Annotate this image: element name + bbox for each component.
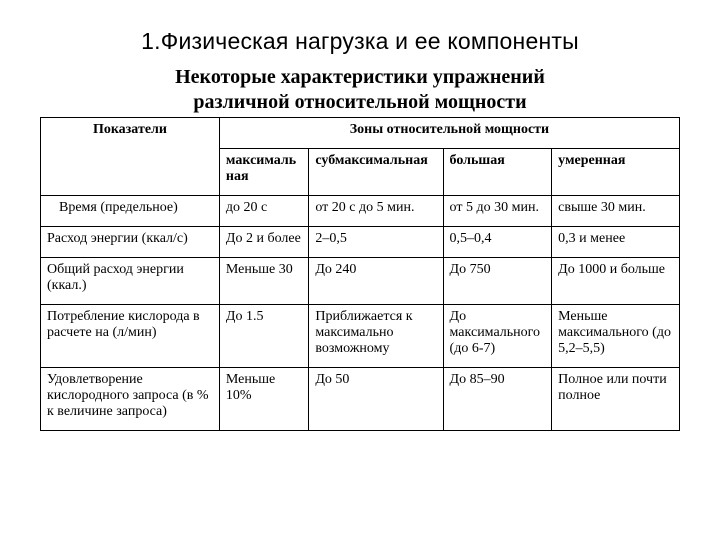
cell: До 1.5 — [219, 305, 308, 368]
row-label: Удовлетворение кислородного запроса (в %… — [41, 368, 220, 431]
cell: До 240 — [309, 258, 443, 305]
header-moderate: умеренная — [552, 149, 680, 196]
table-row: Расход энергии (ккал/с) До 2 и более 2–0… — [41, 227, 680, 258]
header-max: максимальная — [219, 149, 308, 196]
cell: от 5 до 30 мин. — [443, 196, 552, 227]
header-zones: Зоны относительной мощности — [219, 118, 679, 149]
row-label: Расход энергии (ккал/с) — [41, 227, 220, 258]
table-row: Удовлетворение кислородного запроса (в %… — [41, 368, 680, 431]
row-label: Потребление кислорода в расчете на (л/ми… — [41, 305, 220, 368]
cell: Меньше максимального (до 5,2–5,5) — [552, 305, 680, 368]
header-big: большая — [443, 149, 552, 196]
table-header-row-1: Показатели Зоны относительной мощности — [41, 118, 680, 149]
characteristics-table: Показатели Зоны относительной мощности м… — [40, 117, 680, 431]
cell: 0,5–0,4 — [443, 227, 552, 258]
subtitle-line-1: Некоторые характеристики упражнений — [175, 66, 545, 88]
cell: До 85–90 — [443, 368, 552, 431]
cell: До 50 — [309, 368, 443, 431]
table-row: Время (предельное) до 20 с от 20 с до 5 … — [41, 196, 680, 227]
cell: 2–0,5 — [309, 227, 443, 258]
cell: свыше 30 мин. — [552, 196, 680, 227]
cell: Меньше 30 — [219, 258, 308, 305]
cell: До максимального (до 6-7) — [443, 305, 552, 368]
cell: До 2 и более — [219, 227, 308, 258]
cell: Меньше 10% — [219, 368, 308, 431]
row-label: Общий расход энергии (ккал.) — [41, 258, 220, 305]
header-indicators: Показатели — [41, 118, 220, 196]
cell: от 20 с до 5 мин. — [309, 196, 443, 227]
table-row: Общий расход энергии (ккал.) Меньше 30 Д… — [41, 258, 680, 305]
row-label: Время (предельное) — [41, 196, 220, 227]
cell: До 750 — [443, 258, 552, 305]
slide-title: 1.Физическая нагрузка и ее компоненты — [40, 28, 680, 55]
cell: Приближается к максимально возможному — [309, 305, 443, 368]
table-row: Потребление кислорода в расчете на (л/ми… — [41, 305, 680, 368]
cell: Полное или почти полное — [552, 368, 680, 431]
subtitle-line-2: различной относительной мощности — [193, 91, 526, 113]
cell: До 1000 и больше — [552, 258, 680, 305]
cell: 0,3 и менее — [552, 227, 680, 258]
header-submax: субмаксимальная — [309, 149, 443, 196]
slide-subtitle: Некоторые характеристики упражнений разл… — [40, 65, 680, 115]
cell: до 20 с — [219, 196, 308, 227]
